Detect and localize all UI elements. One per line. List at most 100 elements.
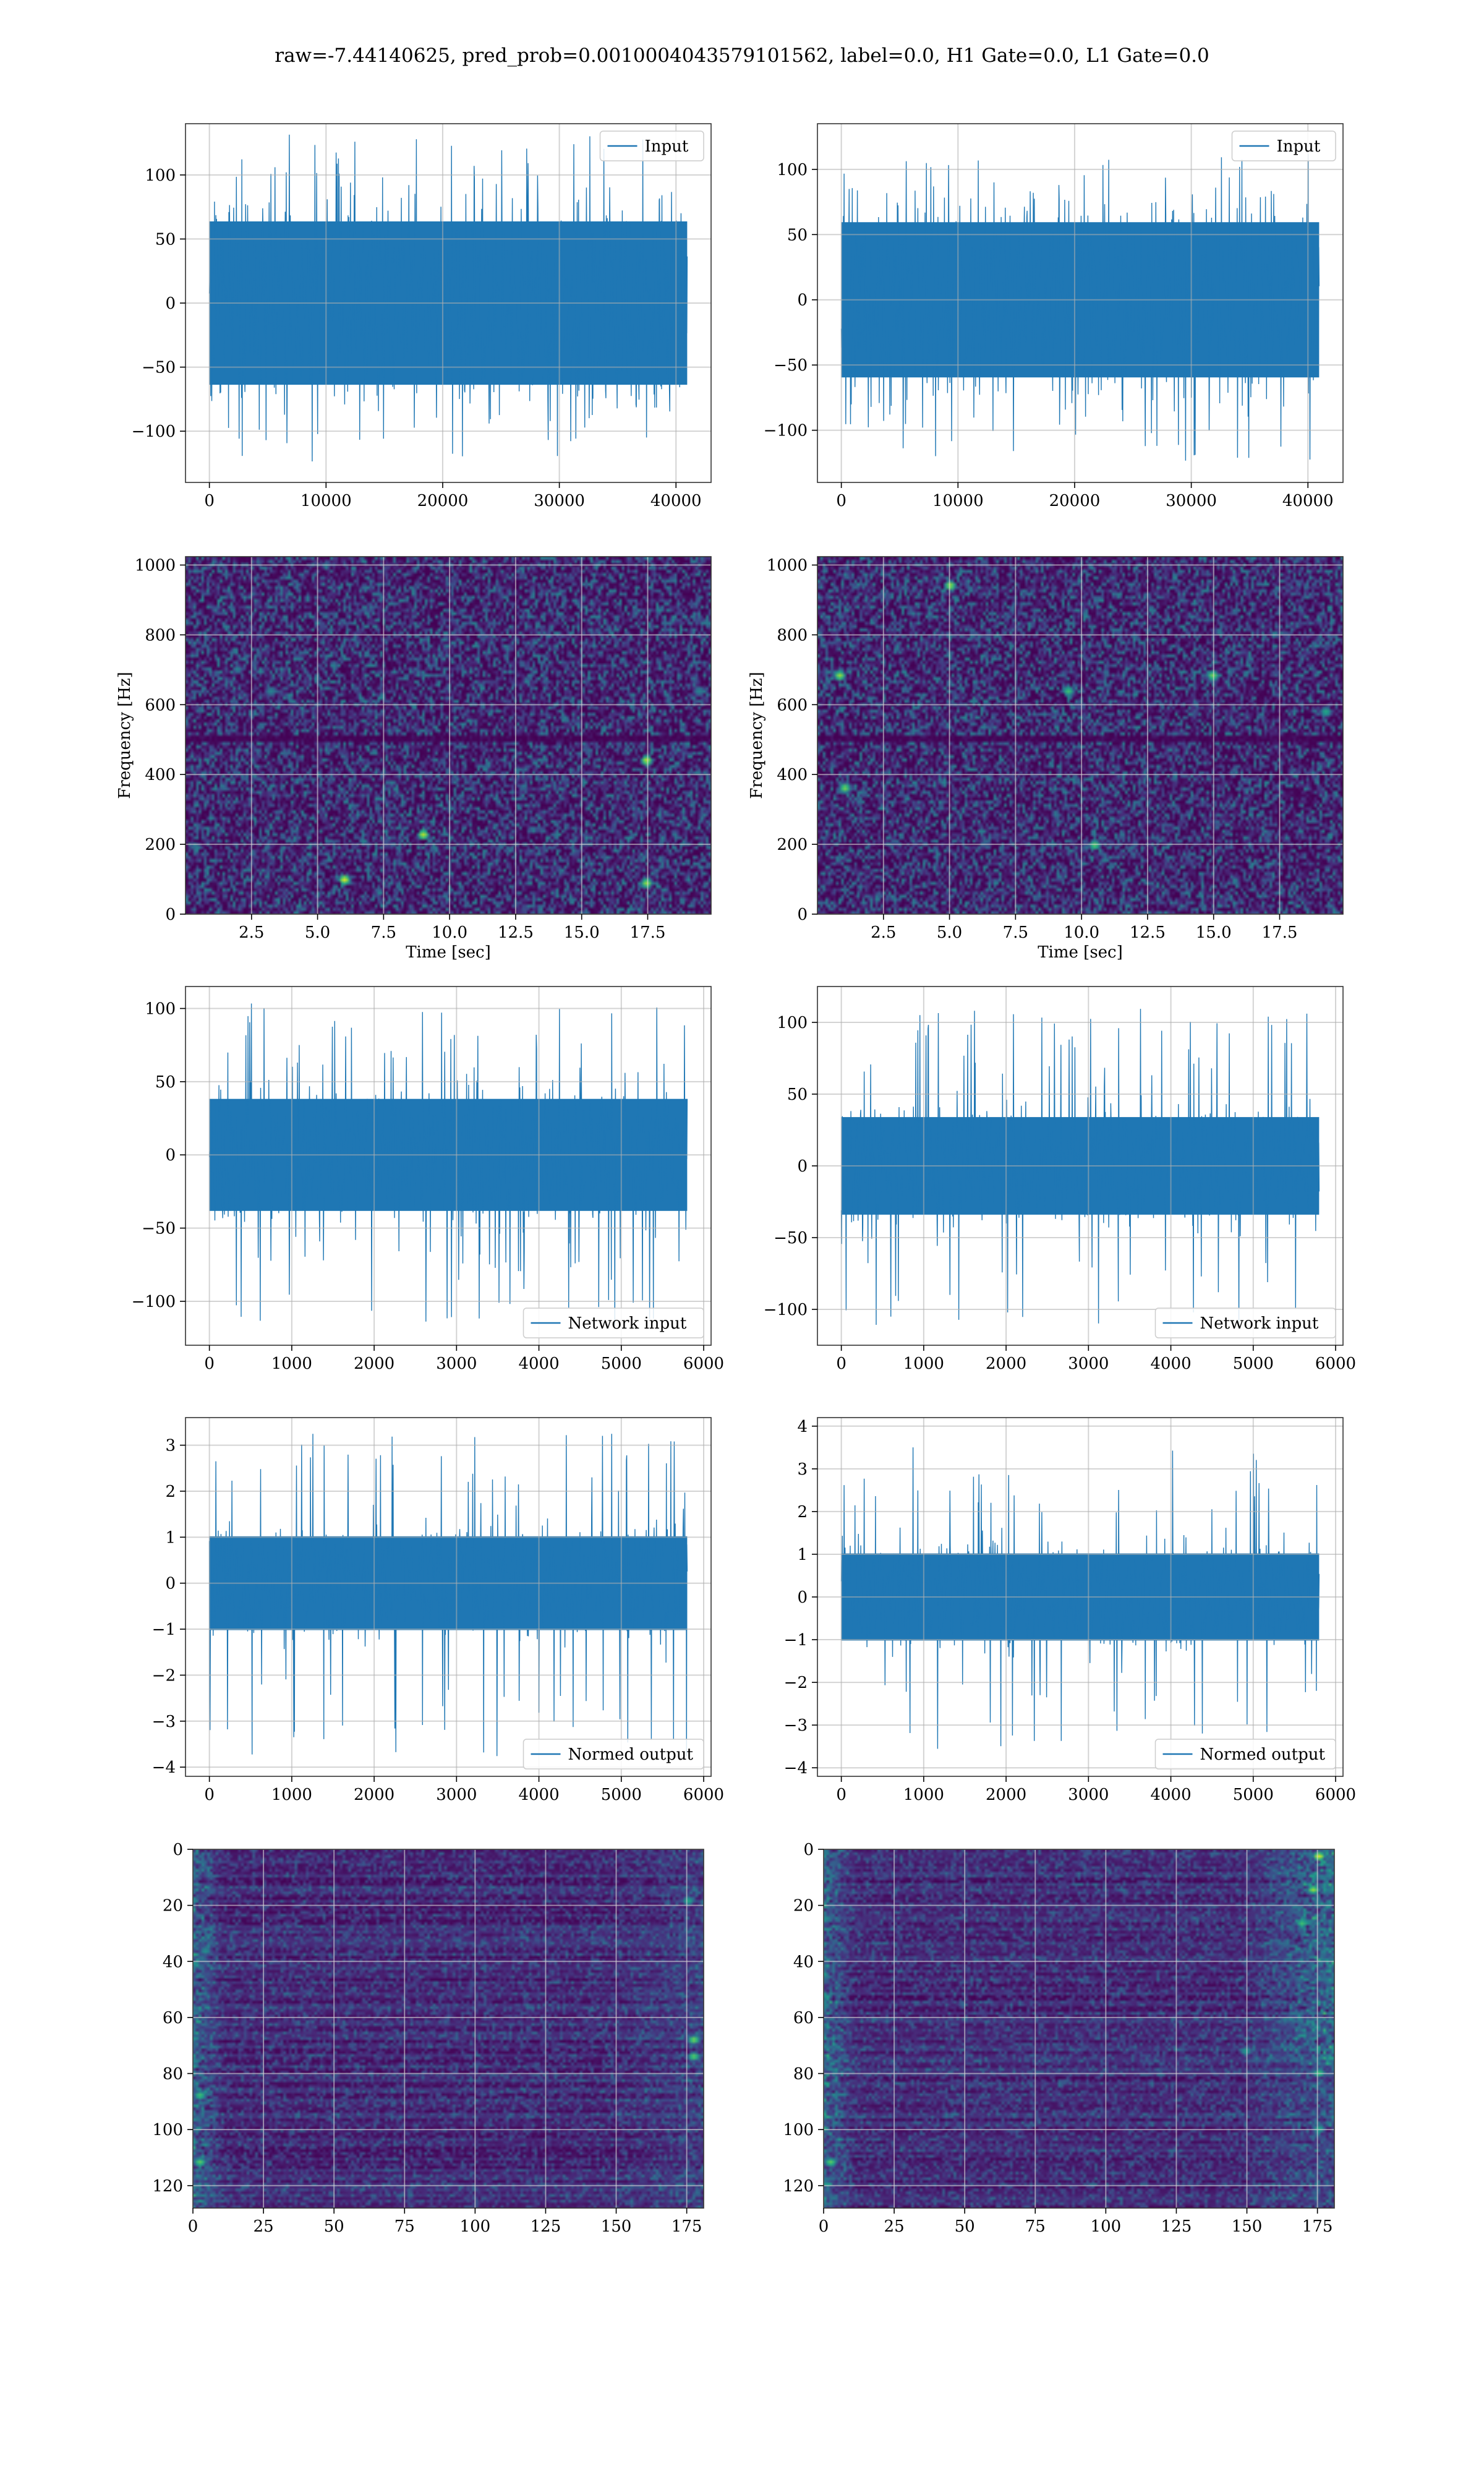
chart-r2c1: 2.5 5.0 7.5 10.0 12.5 15.0 17.5 0 200 400 600 800 10… bbox=[116, 556, 712, 962]
y-tick-label: 0 bbox=[165, 1575, 176, 1593]
legend-box bbox=[1154, 1739, 1336, 1770]
y-tick-label: 0 bbox=[165, 905, 176, 924]
x-tick-label: 100 bbox=[1091, 2217, 1122, 2236]
x-tick-label: 2.5 bbox=[239, 923, 264, 942]
axes-frame bbox=[192, 1849, 704, 2209]
y-tick-label: −3 bbox=[152, 1713, 176, 1731]
legend-label: Input bbox=[645, 137, 689, 156]
chart-r4c2: 0 1000 2000 3000 4000 5000 6000 −4 −3 −2 −1 0 1 2 3 4 No… bbox=[784, 1417, 1356, 1804]
axes-frame bbox=[823, 1849, 1335, 2209]
signal-line bbox=[840, 1447, 1320, 1749]
x-tick-label: 5.0 bbox=[305, 923, 330, 942]
y-tick-label: −4 bbox=[784, 1759, 808, 1778]
y-axis-label: Frequency [Hz] bbox=[748, 672, 766, 799]
y-tick-label: 100 bbox=[152, 2121, 183, 2139]
y-tick-label: 0 bbox=[165, 1146, 176, 1165]
y-tick-label: 100 bbox=[777, 161, 808, 179]
y-tick-label: 1 bbox=[797, 1546, 808, 1564]
x-tick-label: 175 bbox=[672, 2217, 702, 2236]
axes-frame bbox=[185, 1417, 712, 1777]
x-tick-label: 4000 bbox=[1150, 1786, 1191, 1804]
x-tick-label: 40000 bbox=[1282, 492, 1334, 510]
axes-frame bbox=[817, 123, 1344, 483]
x-axis-label: Time [sec] bbox=[1038, 943, 1123, 962]
x-tick-label: 0 bbox=[836, 492, 846, 510]
x-tick-label: 0 bbox=[204, 492, 215, 510]
axes-frame bbox=[185, 986, 712, 1346]
x-tick-label: 6000 bbox=[683, 1355, 724, 1373]
x-tick-label: 6000 bbox=[1315, 1786, 1356, 1804]
legend-box bbox=[599, 131, 704, 161]
y-tick-label: 100 bbox=[783, 2121, 814, 2139]
y-tick-label: 0 bbox=[803, 1841, 814, 1859]
heatmap-image bbox=[193, 1849, 704, 2208]
y-tick-label: 0 bbox=[797, 1157, 808, 1176]
chart-r2c2: 2.5 5.0 7.5 10.0 12.5 15.0 17.5 0 200 400 600 800 10… bbox=[748, 556, 1344, 962]
y-tick-label: 100 bbox=[777, 1014, 808, 1032]
x-tick-label: 4000 bbox=[518, 1355, 559, 1373]
y-tick-label: −100 bbox=[764, 1301, 808, 1319]
x-tick-label: 2000 bbox=[986, 1786, 1026, 1804]
y-tick-label: −50 bbox=[142, 359, 176, 377]
x-tick-label: 7.5 bbox=[371, 923, 396, 942]
y-tick-label: 0 bbox=[797, 291, 808, 310]
y-tick-label: −50 bbox=[774, 356, 808, 375]
y-tick-label: 100 bbox=[145, 1000, 176, 1019]
x-tick-label: 5000 bbox=[601, 1786, 642, 1804]
y-tick-label: 1000 bbox=[767, 557, 808, 575]
y-tick-label: 3 bbox=[797, 1460, 808, 1479]
y-tick-label: 1000 bbox=[135, 557, 176, 575]
legend-box bbox=[522, 1308, 704, 1338]
x-tick-label: 4000 bbox=[518, 1786, 559, 1804]
y-tick-label: 80 bbox=[163, 2065, 183, 2084]
signal-line bbox=[208, 1003, 688, 1325]
x-tick-label: 1000 bbox=[903, 1786, 944, 1804]
x-tick-label: 20000 bbox=[1049, 492, 1101, 510]
x-tick-label: 10.0 bbox=[432, 923, 467, 942]
y-tick-label: −2 bbox=[152, 1666, 176, 1685]
y-tick-label: −1 bbox=[152, 1620, 176, 1639]
y-tick-label: 50 bbox=[155, 1073, 176, 1092]
y-tick-label: 40 bbox=[163, 1953, 183, 1971]
y-tick-label: 1 bbox=[165, 1528, 176, 1547]
y-tick-label: 60 bbox=[793, 2009, 814, 2027]
y-tick-label: 600 bbox=[145, 696, 176, 714]
legend-label: Network input bbox=[568, 1314, 687, 1333]
y-tick-label: 120 bbox=[783, 2177, 814, 2196]
legend-box bbox=[1231, 131, 1336, 161]
legend-label: Normed output bbox=[568, 1745, 694, 1764]
x-tick-label: 1000 bbox=[271, 1355, 312, 1373]
y-tick-label: 200 bbox=[145, 836, 176, 854]
signal-line bbox=[840, 153, 1320, 461]
y-tick-label: 80 bbox=[793, 2065, 814, 2084]
x-tick-label: 40000 bbox=[650, 492, 702, 510]
x-tick-label: 1000 bbox=[271, 1786, 312, 1804]
y-tick-label: 20 bbox=[793, 1897, 814, 1915]
legend-label: Normed output bbox=[1200, 1745, 1326, 1764]
x-tick-label: 50 bbox=[324, 2217, 344, 2236]
y-tick-label: 50 bbox=[787, 1085, 808, 1104]
x-tick-label: 12.5 bbox=[1130, 923, 1166, 942]
x-tick-label: 6000 bbox=[683, 1786, 724, 1804]
x-tick-label: 25 bbox=[254, 2217, 274, 2236]
signal-line bbox=[208, 1434, 688, 1757]
x-tick-label: 0 bbox=[836, 1355, 846, 1373]
x-tick-label: 5000 bbox=[1233, 1786, 1274, 1804]
signal-line bbox=[840, 1009, 1320, 1325]
x-tick-label: 75 bbox=[1025, 2217, 1046, 2236]
y-tick-label: 50 bbox=[787, 226, 808, 244]
x-tick-label: 75 bbox=[394, 2217, 415, 2236]
y-tick-label: −50 bbox=[774, 1229, 808, 1248]
axes-frame bbox=[185, 556, 712, 915]
x-tick-label: 2000 bbox=[354, 1355, 394, 1373]
legend-box bbox=[1154, 1308, 1336, 1338]
chart-r4c1: 0 1000 2000 3000 4000 5000 6000 −4 −3 −2 −1 0 1 2 3 Nor… bbox=[152, 1417, 724, 1804]
x-tick-label: 150 bbox=[1232, 2217, 1263, 2236]
y-tick-label: 600 bbox=[777, 696, 808, 714]
x-tick-label: 125 bbox=[1161, 2217, 1192, 2236]
x-tick-label: 17.5 bbox=[630, 923, 666, 942]
x-tick-label: 2.5 bbox=[871, 923, 896, 942]
y-tick-label: 120 bbox=[152, 2177, 183, 2196]
x-tick-label: 17.5 bbox=[1262, 923, 1298, 942]
